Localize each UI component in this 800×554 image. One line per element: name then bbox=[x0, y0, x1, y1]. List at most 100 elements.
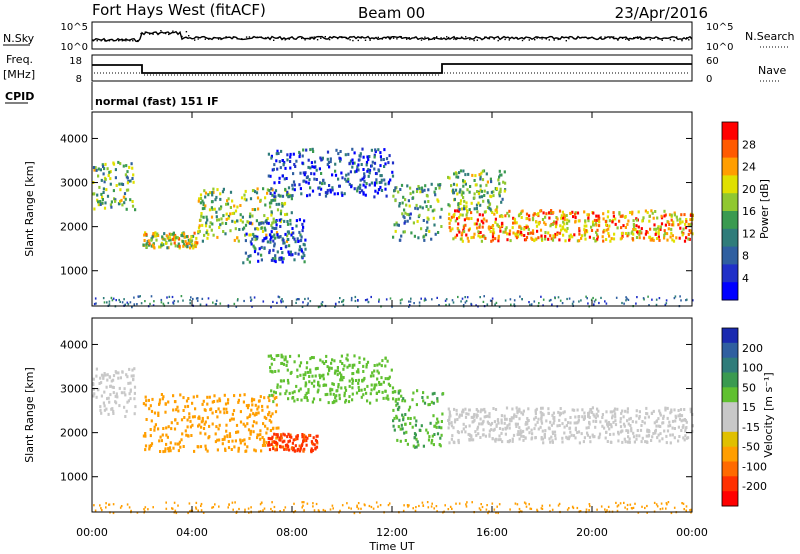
data-cell bbox=[104, 177, 107, 181]
data-cell bbox=[326, 190, 329, 194]
noise-cell bbox=[664, 303, 667, 306]
noise-cell bbox=[576, 506, 579, 510]
noise-cell bbox=[465, 299, 468, 303]
noise-cell bbox=[322, 508, 325, 512]
noise-cell bbox=[182, 299, 184, 302]
data-cell bbox=[161, 397, 164, 401]
data-cell bbox=[626, 222, 629, 226]
data-cell bbox=[270, 258, 273, 262]
data-cell bbox=[171, 237, 175, 241]
data-cell bbox=[293, 360, 296, 364]
data-cell bbox=[467, 228, 470, 232]
data-cell bbox=[646, 211, 649, 215]
data-cell bbox=[632, 219, 635, 223]
data-cell bbox=[515, 415, 518, 418]
data-cell bbox=[128, 367, 131, 371]
noise-cell bbox=[516, 503, 519, 506]
noise-cell bbox=[495, 511, 497, 514]
noise-cell bbox=[388, 502, 391, 505]
data-cell bbox=[95, 374, 98, 378]
noise-cell bbox=[399, 299, 402, 302]
data-cell bbox=[498, 182, 501, 186]
data-cell bbox=[275, 354, 278, 358]
data-cell bbox=[251, 208, 254, 211]
data-cell bbox=[106, 167, 109, 171]
data-cell bbox=[132, 173, 135, 177]
data-cell bbox=[267, 152, 270, 156]
noise-cell bbox=[431, 298, 433, 301]
data-cell bbox=[305, 180, 308, 184]
data-cell bbox=[229, 435, 232, 438]
data-cell bbox=[571, 235, 574, 239]
noise-cell bbox=[214, 303, 217, 306]
data-cell bbox=[626, 419, 629, 423]
data-cell bbox=[315, 168, 318, 172]
noise-cell bbox=[297, 298, 299, 301]
data-cell bbox=[119, 188, 122, 192]
data-cell bbox=[258, 222, 261, 226]
data-cell bbox=[227, 214, 231, 218]
data-cell bbox=[329, 190, 332, 194]
noise-cell bbox=[190, 296, 192, 299]
data-cell bbox=[482, 221, 485, 225]
data-cell bbox=[177, 409, 180, 413]
data-cell bbox=[659, 425, 662, 428]
data-cell bbox=[201, 223, 204, 227]
data-cell bbox=[404, 439, 407, 442]
noise-cell bbox=[466, 296, 469, 299]
data-cell bbox=[129, 388, 132, 392]
data-cell bbox=[664, 406, 667, 410]
data-cell bbox=[143, 233, 146, 237]
data-cell bbox=[304, 393, 307, 397]
data-cell bbox=[606, 440, 609, 443]
data-cell bbox=[102, 376, 105, 380]
noise-cell bbox=[647, 295, 649, 298]
colorbar-segment bbox=[722, 431, 738, 448]
data-cell bbox=[243, 393, 246, 397]
data-cell bbox=[290, 435, 293, 439]
data-cell bbox=[260, 226, 263, 230]
data-cell bbox=[150, 238, 153, 242]
data-cell bbox=[280, 353, 283, 357]
data-cell bbox=[373, 161, 377, 165]
freq-trace bbox=[92, 63, 692, 74]
noise-cell bbox=[262, 509, 264, 512]
data-cell bbox=[302, 436, 305, 440]
data-cell bbox=[268, 448, 272, 452]
data-cell bbox=[369, 401, 372, 405]
data-cell bbox=[273, 390, 276, 394]
data-cell bbox=[153, 425, 156, 429]
data-cell bbox=[482, 428, 485, 432]
data-cell bbox=[427, 438, 431, 442]
data-cell bbox=[232, 409, 236, 413]
data-cell bbox=[595, 223, 598, 227]
data-cell bbox=[148, 407, 151, 411]
noise-cell bbox=[487, 512, 489, 515]
noise-cell bbox=[356, 504, 358, 507]
data-cell bbox=[631, 212, 634, 216]
data-cell bbox=[462, 196, 465, 199]
data-cell bbox=[466, 209, 469, 213]
data-cell bbox=[142, 434, 145, 438]
data-cell bbox=[101, 198, 104, 201]
data-cell bbox=[454, 219, 457, 223]
noise-cell bbox=[133, 296, 135, 299]
data-cell bbox=[312, 150, 315, 153]
noise-cell bbox=[212, 506, 215, 509]
data-cell bbox=[268, 418, 271, 422]
noise-cell bbox=[112, 297, 115, 300]
data-cell bbox=[638, 415, 641, 418]
data-cell bbox=[243, 197, 246, 201]
data-cell bbox=[583, 228, 586, 232]
data-cell bbox=[398, 202, 401, 205]
data-cell bbox=[222, 230, 225, 233]
data-cell bbox=[278, 180, 281, 184]
data-cell bbox=[325, 354, 328, 358]
data-cell bbox=[663, 233, 666, 237]
data-cell bbox=[358, 158, 361, 162]
data-cell bbox=[479, 203, 482, 207]
data-cell bbox=[400, 234, 403, 238]
data-cell bbox=[465, 412, 468, 416]
noise-cell bbox=[504, 299, 507, 302]
data-cell bbox=[677, 439, 680, 443]
